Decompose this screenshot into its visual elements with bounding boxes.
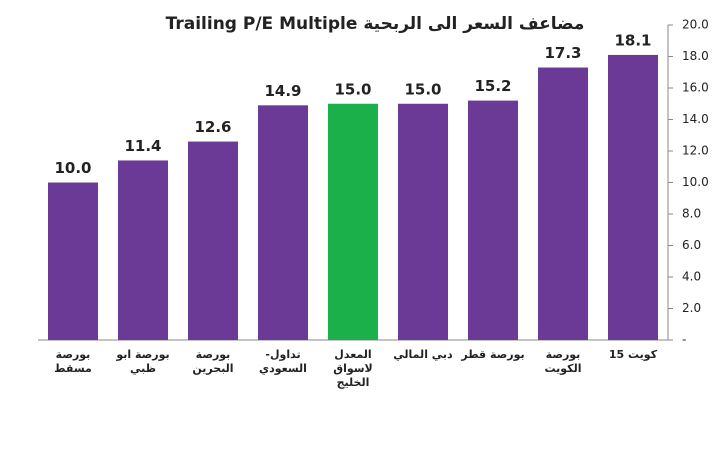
y-tick-label: 14.0 [682, 112, 709, 126]
y-tick-label: 16.0 [682, 81, 709, 95]
bar [188, 141, 238, 340]
bar [328, 103, 378, 340]
x-tick-label-box: كويت 15 [608, 348, 658, 361]
y-tick-label: 6.0 [682, 238, 701, 252]
x-tick-label: المعدل لاسواق الخليج [333, 348, 373, 389]
value-label: 10.0 [54, 159, 91, 177]
y-tick-label: - [682, 333, 686, 347]
x-tick-label: بورصة ابو ظبي [116, 348, 170, 375]
x-tick-label-box: بورصة قطر [461, 348, 525, 361]
value-label: 18.1 [614, 31, 651, 49]
x-tick-label-box: بورصة الكويت [544, 348, 582, 375]
y-tick-label: 2.0 [682, 301, 701, 315]
x-tick-label: تداول- السعودي [259, 348, 307, 375]
bar [118, 160, 168, 340]
x-tick-label-box: المعدل لاسواق الخليج [333, 348, 373, 389]
bar [538, 67, 588, 341]
value-label: 11.4 [124, 137, 161, 155]
value-label: 15.0 [404, 80, 441, 98]
x-tick-label: دبي المالي [393, 348, 453, 361]
bar [258, 105, 308, 340]
value-label: 12.6 [194, 118, 231, 136]
value-label: 15.2 [474, 77, 511, 95]
value-label: 17.3 [544, 44, 581, 62]
x-tick-label-box: بورصة ابو ظبي [116, 348, 170, 375]
value-label: 15.0 [334, 80, 371, 98]
x-tick-label: بورصة الكويت [544, 348, 582, 375]
y-tick-label: 4.0 [682, 270, 701, 284]
bar [468, 100, 518, 340]
chart-title: Trailing P/E Multiple مضاعف السعر الى ال… [166, 14, 585, 34]
x-tick-label-box: تداول- السعودي [259, 348, 307, 375]
x-tick-label: بورصة مسقط [54, 348, 92, 375]
value-label: 14.9 [264, 82, 301, 100]
bar [608, 54, 658, 341]
y-tick-label: 8.0 [682, 207, 701, 221]
y-tick-label: 12.0 [682, 144, 709, 158]
x-tick-label: بورصة قطر [461, 348, 525, 361]
y-tick-label: 20.0 [682, 18, 709, 32]
bar [398, 103, 448, 340]
x-tick-label-box: دبي المالي [393, 348, 453, 361]
y-tick-label: 18.0 [682, 49, 709, 63]
x-tick-label: كويت 15 [608, 348, 658, 361]
x-tick-label-box: بورصة البحرين [192, 348, 234, 375]
y-tick-label: 10.0 [682, 175, 709, 189]
bar [48, 182, 98, 340]
x-tick-label: بورصة البحرين [192, 348, 234, 375]
x-tick-label-box: بورصة مسقط [54, 348, 92, 375]
